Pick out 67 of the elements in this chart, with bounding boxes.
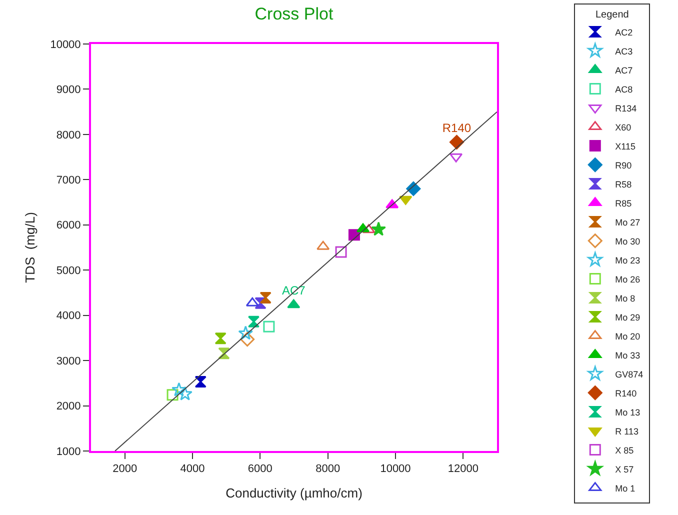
x-tick-label: 6000 <box>248 463 272 476</box>
legend-label: R 113 <box>615 426 638 436</box>
y-tick-label: 4000 <box>56 310 81 322</box>
point <box>335 246 347 258</box>
legend-label: Mo 20 <box>615 331 640 342</box>
legend-label: Mo 30 <box>615 236 640 246</box>
x-tick-label: 2000 <box>112 463 138 476</box>
legend-label: Mo 13 <box>615 407 640 418</box>
point <box>449 134 464 150</box>
point <box>254 297 266 309</box>
x-tick-label: 10000 <box>380 463 411 476</box>
legend-label: R140 <box>615 388 637 398</box>
point <box>238 326 254 340</box>
point <box>399 196 412 205</box>
x-tick-label: 8000 <box>316 463 340 476</box>
legend-label: Mo 1 <box>615 483 636 494</box>
point <box>450 153 463 162</box>
x-tick-label: 4000 <box>180 463 205 476</box>
point <box>218 348 230 360</box>
point <box>263 320 275 332</box>
legend-label: Mo 27 <box>615 217 640 228</box>
legend-label: X60 <box>615 122 632 132</box>
legend-label: X115 <box>615 141 636 152</box>
legend-label: AC3 <box>615 46 633 56</box>
legend-label: X 85 <box>615 445 634 456</box>
legend-label: R134 <box>615 103 637 114</box>
point <box>194 376 206 388</box>
point <box>246 297 259 306</box>
x-tick-label: 12000 <box>448 463 478 476</box>
legend-label: X 57 <box>615 464 634 474</box>
y-tick-label: 6000 <box>56 220 81 232</box>
point <box>214 332 226 344</box>
y-tick-label: 3000 <box>56 355 81 368</box>
point <box>371 222 386 236</box>
y-tick-label: 10000 <box>50 38 81 51</box>
legend-label: Mo 33 <box>615 350 640 360</box>
y-tick-label: 9000 <box>56 84 81 96</box>
legend-label: R85 <box>615 198 632 208</box>
legend-label: GV874 <box>615 369 644 380</box>
legend-label: AC7 <box>615 65 633 76</box>
legend-label: Mo 29 <box>615 312 640 322</box>
legend-label: Mo 8 <box>615 293 636 304</box>
point <box>260 292 272 304</box>
legend-label: R90 <box>615 160 632 170</box>
legend-label: R58 <box>615 179 632 190</box>
legend-label: Mo 26 <box>615 274 640 284</box>
point <box>316 240 330 250</box>
y-tick-label: 8000 <box>56 129 81 142</box>
y-tick-label: 5000 <box>56 264 81 277</box>
legend-title: Legend <box>595 9 629 20</box>
y-axis-title: TDS (mg/L) <box>22 212 38 283</box>
point <box>172 382 186 396</box>
chart-title: Cross Plot <box>254 4 334 24</box>
point <box>166 389 178 401</box>
legend-label: AC8 <box>615 84 633 94</box>
point <box>248 316 260 328</box>
data-label: R140 <box>442 120 472 135</box>
legend-label: AC2 <box>615 27 633 38</box>
y-tick-label: 1000 <box>56 446 81 458</box>
y-tick-label: 2000 <box>56 400 81 413</box>
x-axis-title: Conductivity (µmho/cm) <box>226 485 362 500</box>
point <box>287 299 300 308</box>
point <box>362 224 376 234</box>
point <box>178 386 192 400</box>
legend-label: Mo 23 <box>615 255 640 266</box>
y-tick-label: 7000 <box>56 174 81 187</box>
point <box>240 332 255 347</box>
